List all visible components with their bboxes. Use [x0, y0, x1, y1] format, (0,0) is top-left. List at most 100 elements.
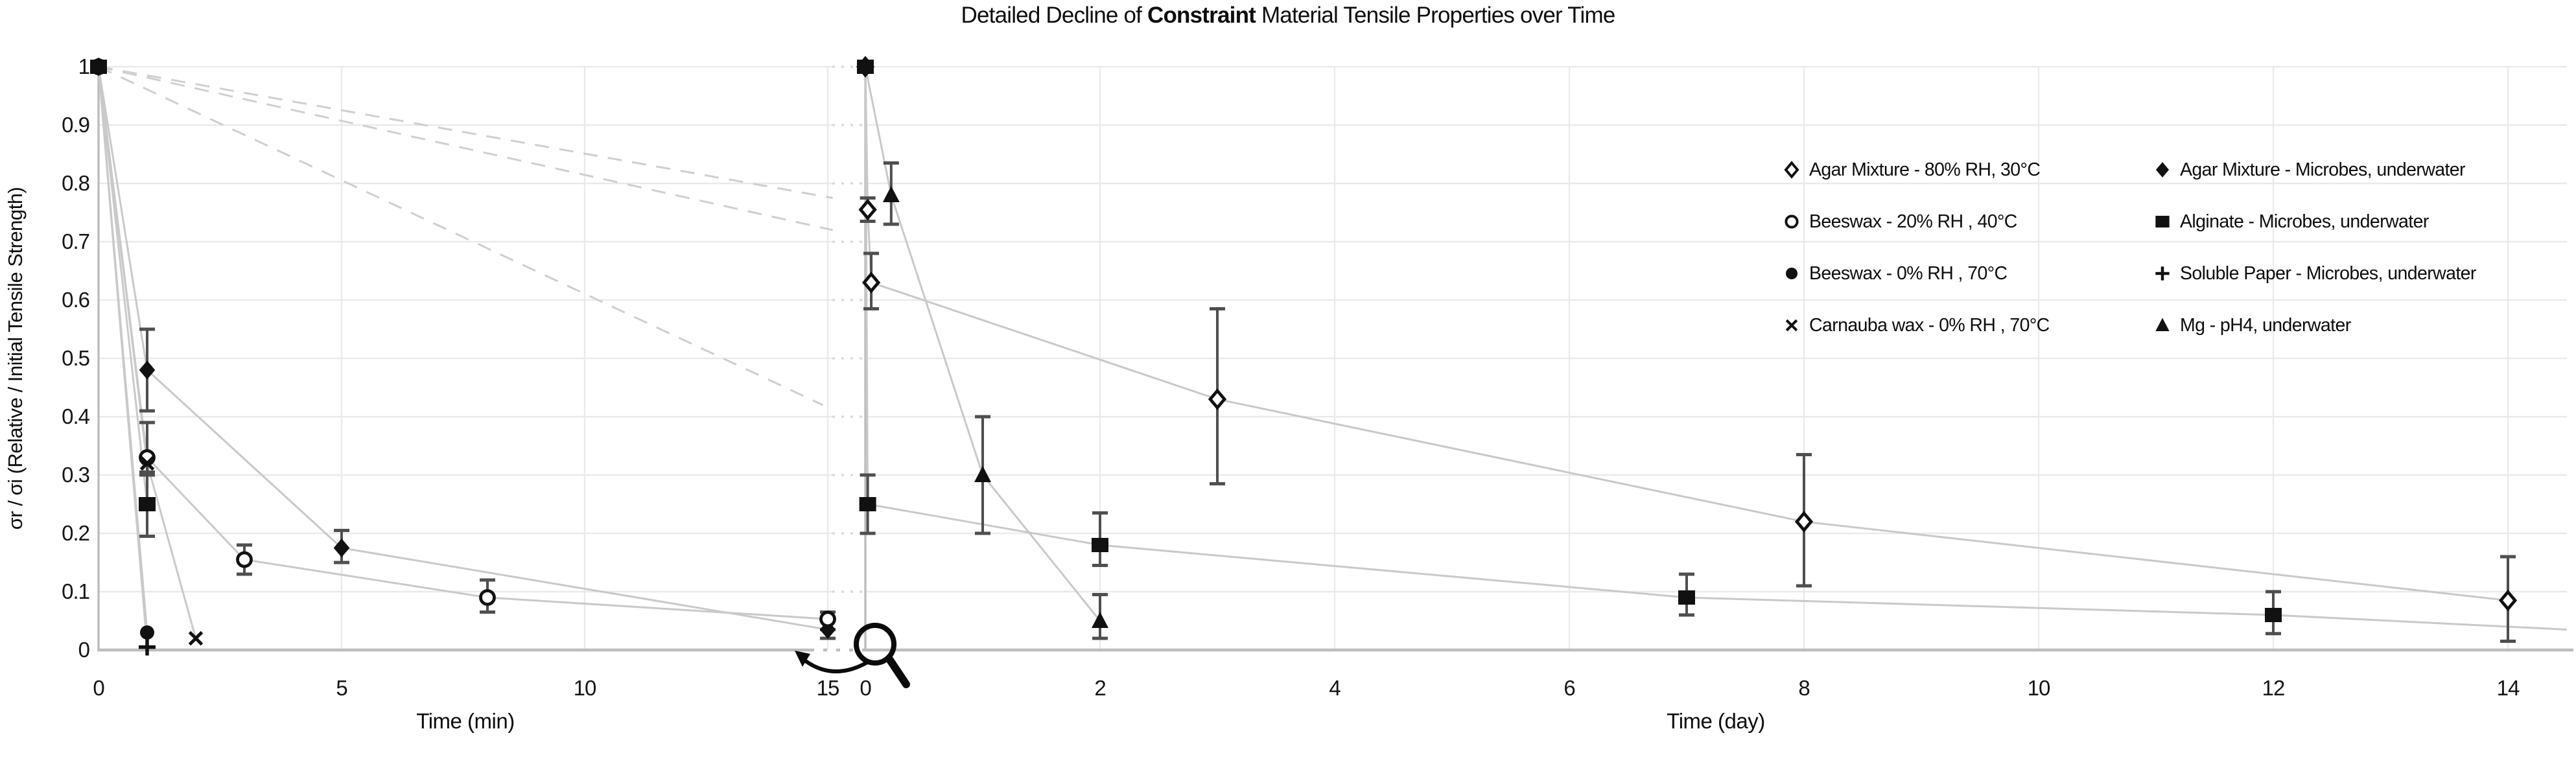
series-line — [97, 66, 828, 631]
legend-item: Agar Mixture - 80% RH, 30°C — [1780, 144, 2050, 196]
plus-marker-icon — [90, 58, 107, 75]
square-filled-marker-icon — [1092, 538, 1108, 552]
series-line — [864, 66, 1101, 621]
magnifier-icon — [854, 623, 910, 688]
legend-item: Carnauba wax - 0% RH , 70°C — [1780, 299, 2050, 351]
x-marker-icon — [139, 456, 155, 471]
chart-title-prefix: Detailed Decline of — [961, 3, 1147, 28]
y-tick-label: 0.2 — [62, 521, 89, 545]
diamond-open-marker-icon — [861, 272, 881, 294]
triangle-filled-icon — [2155, 318, 2170, 332]
y-tick-label: 0.7 — [62, 229, 89, 253]
circle-open-marker-icon — [1785, 215, 1799, 229]
x-tick-label: 0 — [860, 676, 871, 700]
legend-item-label: Carnauba wax - 0% RH , 70°C — [1809, 314, 2050, 336]
x-tick-label: 4 — [1329, 676, 1341, 700]
chart-title-bold: Constraint — [1147, 3, 1256, 28]
legend-item-label: Agar Mixture - Microbes, underwater — [2180, 159, 2466, 180]
triangle-filled-marker-icon — [2155, 318, 2170, 332]
square-filled-icon — [2155, 215, 2170, 228]
square-filled-marker-icon — [139, 497, 156, 511]
plus-marker-icon — [857, 58, 874, 75]
legend-item-label: Mg - pH4, underwater — [2180, 314, 2351, 336]
diamond-open-marker-icon — [2498, 589, 2518, 612]
triangle-filled-marker-icon — [974, 466, 991, 482]
legend-item-label: Alginate - Microbes, underwater — [2180, 211, 2429, 232]
x-marker-icon — [1785, 319, 1798, 332]
dashed-connector-line — [98, 65, 824, 406]
diamond-filled-marker-icon — [139, 360, 156, 380]
diamond-open-marker-icon — [1784, 161, 1799, 179]
legend-item-label: Beeswax - 20% RH , 40°C — [1809, 211, 2017, 232]
y-tick-label: 0.6 — [62, 288, 89, 312]
y-tick-label: 0.1 — [62, 579, 89, 603]
circle-filled-marker-icon — [140, 625, 154, 640]
legend-item: Beeswax - 20% RH , 40°C — [1780, 196, 2050, 248]
chart-title: Detailed Decline of Constraint Material … — [0, 3, 2576, 29]
x-icon — [1785, 319, 1798, 332]
plus-icon — [2155, 266, 2170, 281]
legend-item: Alginate - Microbes, underwater — [2151, 196, 2476, 248]
circle-open-marker-icon — [819, 610, 836, 628]
x-tick-label: 10 — [574, 676, 596, 700]
series-line — [97, 66, 148, 647]
x-axis-title-minutes: Time (min) — [416, 709, 515, 733]
dashed-connector-line — [98, 65, 833, 199]
triangle-filled-marker-icon — [1092, 612, 1108, 628]
chart-title-suffix: Material Tensile Properties over Time — [1256, 3, 1615, 28]
legend-column-left: Agar Mixture - 80% RH, 30°C Beeswax - 20%… — [1780, 144, 2050, 351]
legend-item: Beeswax - 0% RH , 70°C — [1780, 248, 2050, 299]
series-line — [864, 66, 2509, 601]
square-filled-marker-icon — [2265, 608, 2282, 622]
diamond-open-icon — [1784, 161, 1799, 179]
circle-open-marker-icon — [236, 551, 253, 568]
legend-item-label: Soluble Paper - Microbes, underwater — [2180, 262, 2476, 284]
x-tick-label: 10 — [2028, 676, 2050, 700]
y-tick-label: 0.4 — [62, 404, 90, 428]
diamond-open-marker-icon — [1208, 388, 1227, 410]
x-tick-label: 8 — [1798, 676, 1809, 700]
legend-item-label: Beeswax - 0% RH , 70°C — [1809, 262, 2008, 284]
curved-arrow-left-icon — [795, 651, 869, 674]
x-axis-title-days: Time (day) — [1667, 709, 1765, 733]
circle-filled-marker-icon — [1785, 267, 1798, 280]
y-tick-label: 0.5 — [62, 346, 89, 370]
triangle-filled-marker-icon — [882, 186, 900, 202]
plus-marker-icon — [139, 638, 156, 656]
axis-break-annotation — [795, 623, 910, 688]
y-tick-label: 0.3 — [62, 463, 89, 487]
series-line — [97, 66, 148, 505]
plus-marker-icon — [2155, 266, 2170, 281]
square-filled-marker-icon — [2155, 215, 2170, 228]
diamond-open-marker-icon — [1794, 511, 1814, 533]
legend-item: Mg - pH4, underwater — [2151, 299, 2476, 351]
diamond-filled-marker-icon — [333, 538, 350, 558]
circle-filled-icon — [1785, 267, 1798, 280]
legend-item: Agar Mixture - Microbes, underwater — [2151, 144, 2476, 196]
x-tick-label: 5 — [336, 676, 347, 700]
x-tick-label: 12 — [2262, 676, 2285, 700]
diamond-filled-icon — [2155, 162, 2170, 178]
legend-column-right: Agar Mixture - Microbes, underwater Algin… — [2151, 144, 2476, 351]
square-filled-marker-icon — [1678, 590, 1695, 605]
dashed-connector-line — [98, 65, 833, 231]
y-tick-label: 0.8 — [62, 171, 89, 195]
x-tick-label: 0 — [93, 676, 104, 700]
diamond-open-marker-icon — [858, 198, 877, 221]
circle-open-icon — [1785, 215, 1799, 229]
square-filled-marker-icon — [859, 497, 876, 511]
x-marker-icon — [188, 631, 204, 646]
x-tick-label: 2 — [1094, 676, 1105, 700]
y-tick-label: 0 — [78, 638, 90, 662]
y-tick-label: 0.9 — [62, 113, 89, 137]
circle-open-marker-icon — [479, 589, 496, 606]
y-tick-label: 1 — [78, 54, 89, 78]
diamond-filled-marker-icon — [2155, 162, 2170, 178]
series-line — [97, 66, 828, 620]
legend-item: Soluble Paper - Microbes, underwater — [2151, 248, 2476, 299]
x-tick-label: 14 — [2497, 676, 2520, 700]
legend-item-label: Agar Mixture - 80% RH, 30°C — [1809, 159, 2041, 180]
series-line — [864, 66, 2567, 631]
